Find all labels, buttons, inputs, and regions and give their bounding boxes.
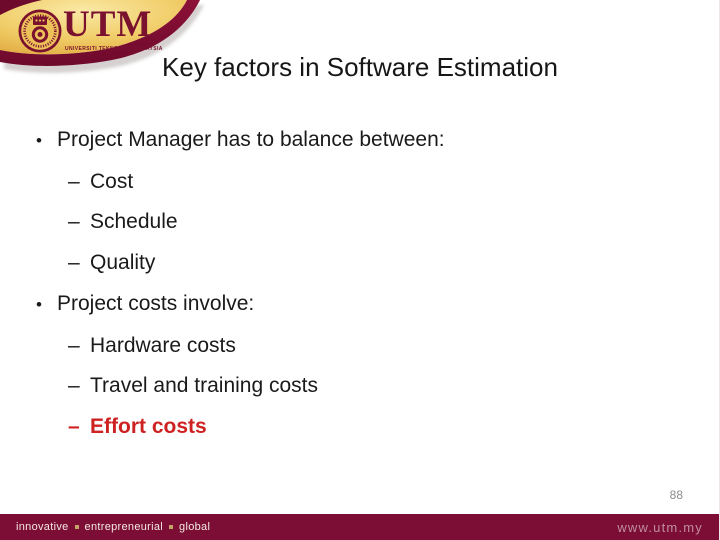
bullet-list: • Project Manager has to balance between:… xyxy=(0,120,719,448)
bullet-item: – Quality xyxy=(0,243,719,284)
page-title: Key factors in Software Estimation xyxy=(162,52,558,82)
bullet-text: Quality xyxy=(90,251,156,275)
footer-tagline: innovative entrepreneurial global xyxy=(16,521,210,533)
bullet-item: – Cost xyxy=(0,162,719,203)
square-separator-icon xyxy=(74,525,79,529)
bullet-marker: • xyxy=(36,294,42,314)
bullet-text: Hardware costs xyxy=(90,333,236,357)
dash-marker: – xyxy=(68,374,80,398)
dash-marker: – xyxy=(68,169,80,193)
tagline-word: innovative xyxy=(16,521,69,533)
footer-url: www.utm.my xyxy=(617,519,703,535)
dash-marker: – xyxy=(68,414,80,438)
bullet-marker: • xyxy=(36,131,42,150)
header-swoosh-art xyxy=(0,0,204,73)
square-separator-icon xyxy=(169,525,174,529)
page-number: 88 xyxy=(669,488,683,502)
bullet-item: • Project costs involve: xyxy=(0,284,719,326)
utm-seal-icon xyxy=(18,9,62,53)
dash-marker: – xyxy=(68,210,80,234)
tagline-word: global xyxy=(179,521,211,533)
bullet-item: • Project Manager has to balance between: xyxy=(0,120,719,162)
bullet-item: – Hardware costs xyxy=(0,326,719,367)
maroon-ribbon xyxy=(0,0,200,66)
bullet-text: Project Manager has to balance between: xyxy=(57,128,445,151)
utm-logo-caption: UNIVERSITI TEKNOLOGI MALAYSIA xyxy=(65,46,163,52)
bullet-item: – Travel and training costs xyxy=(0,366,719,407)
bullet-text: Schedule xyxy=(90,210,178,234)
bullet-item: – Schedule xyxy=(0,202,719,243)
utm-logo-acronym: UTM xyxy=(63,4,153,45)
tagline-word: entrepreneurial xyxy=(84,521,164,533)
dash-marker: – xyxy=(68,251,80,275)
dash-marker: – xyxy=(68,333,80,357)
bullet-text: Effort costs xyxy=(90,414,207,438)
bullet-text: Travel and training costs xyxy=(90,374,318,398)
corner-wedge xyxy=(0,0,42,15)
footer-bar: innovative entrepreneurial global www.utm.… xyxy=(0,514,719,540)
bullet-text: Project costs involve: xyxy=(57,291,255,315)
bullet-item: – Effort costs xyxy=(0,407,719,448)
bullet-text: Cost xyxy=(90,169,134,193)
